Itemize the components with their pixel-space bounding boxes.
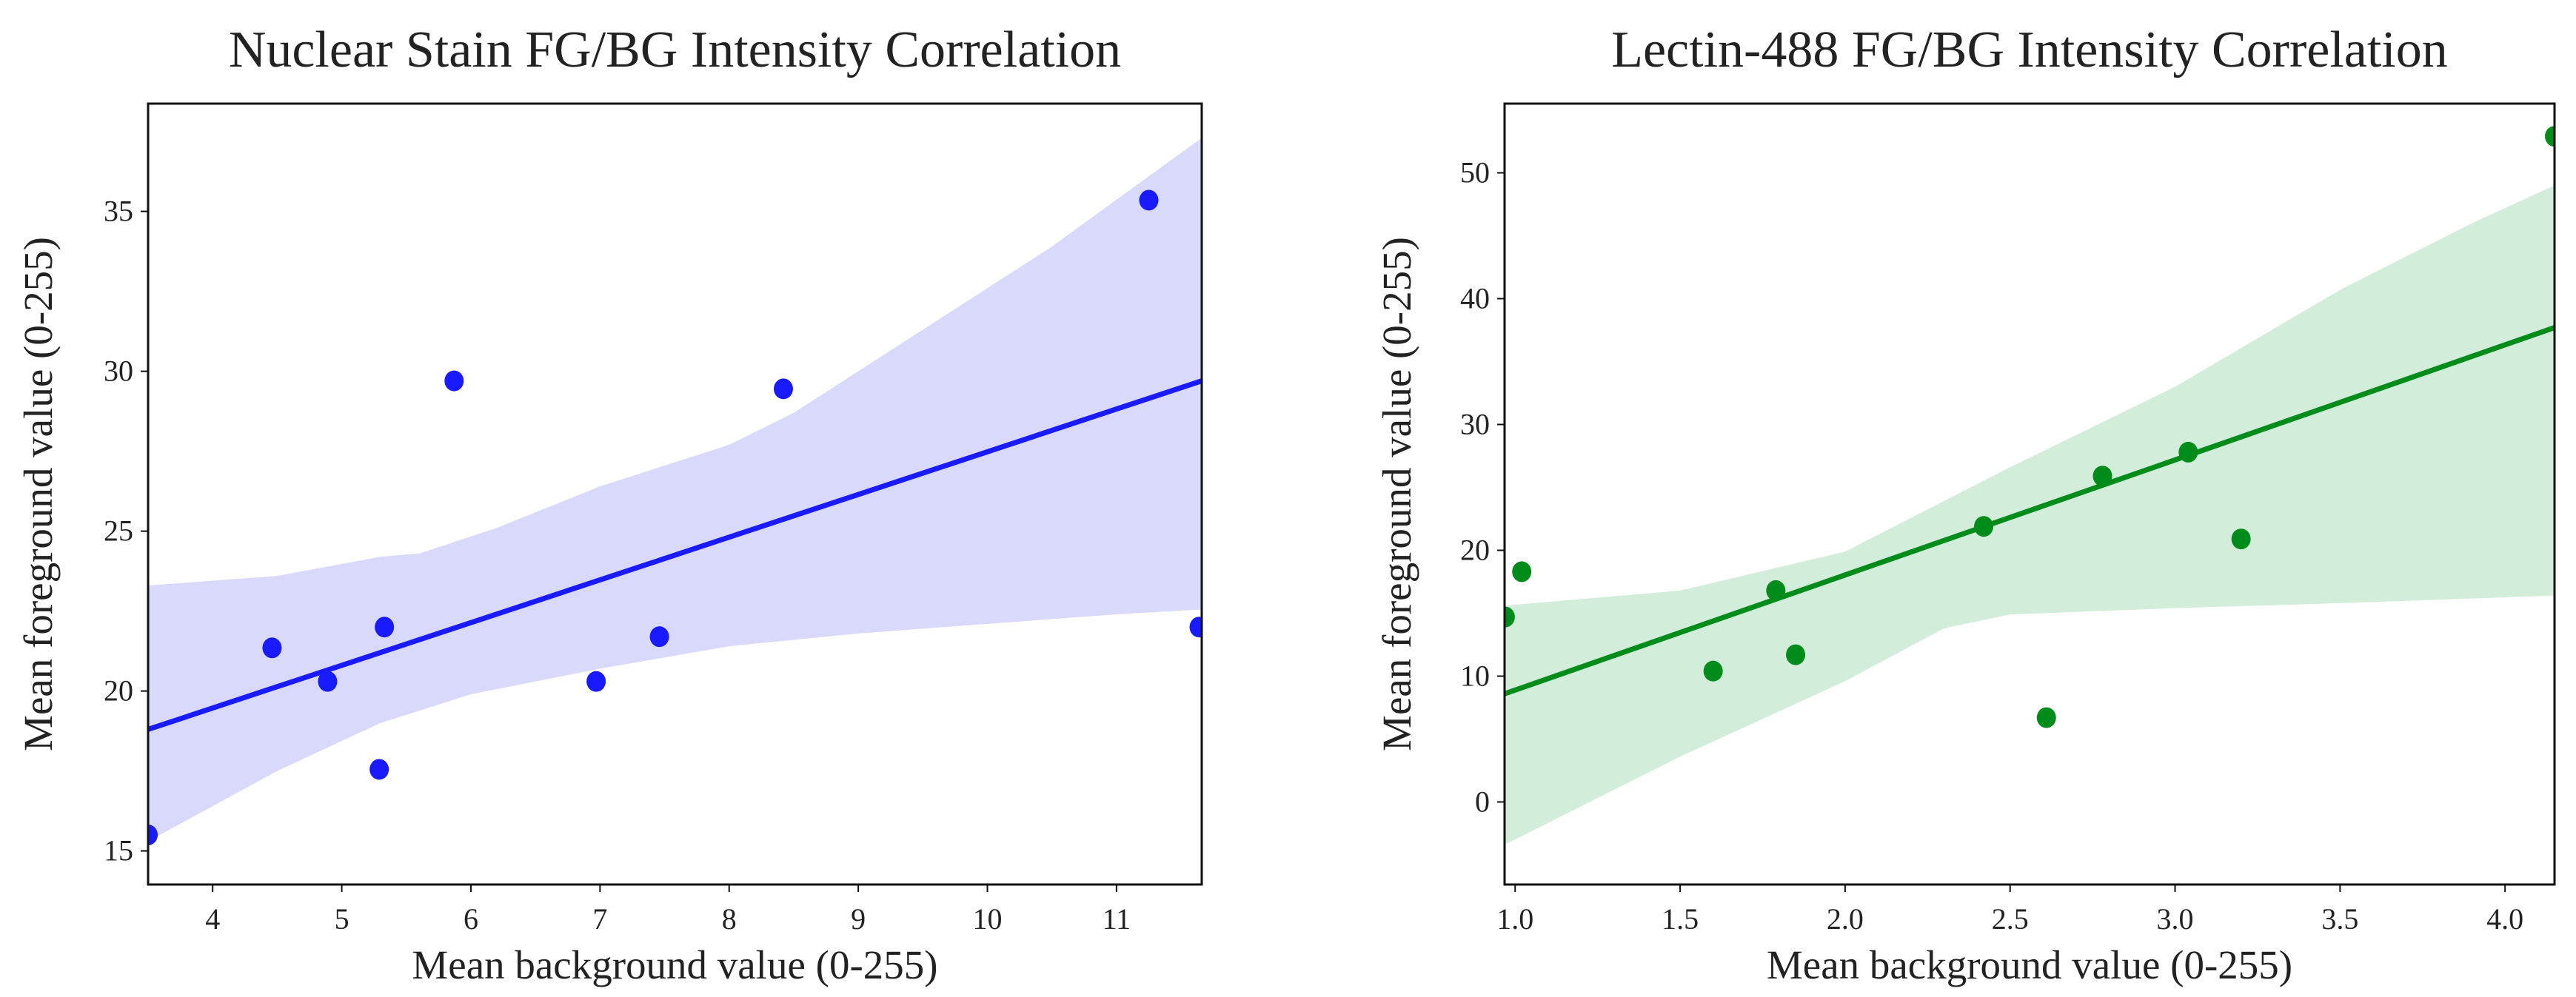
data-point bbox=[1139, 189, 1159, 211]
x-tick-label: 1.0 bbox=[1496, 902, 1533, 936]
x-tick-label: 11 bbox=[1103, 902, 1131, 936]
x-tick-label: 10 bbox=[973, 902, 1003, 936]
data-point bbox=[1703, 660, 1723, 682]
x-tick-label: 5 bbox=[335, 902, 349, 936]
x-tick-label: 4.0 bbox=[2486, 902, 2523, 936]
data-point bbox=[444, 370, 464, 392]
chart-title: Nuclear Stain FG/BG Intensity Correlatio… bbox=[229, 21, 1121, 78]
x-tick-label: 1.5 bbox=[1662, 902, 1699, 936]
data-point bbox=[1974, 516, 1994, 537]
y-tick-label: 25 bbox=[104, 514, 133, 548]
confidence-band bbox=[1505, 185, 2555, 845]
y-tick-label: 15 bbox=[104, 834, 133, 867]
data-point bbox=[773, 378, 793, 400]
y-tick-label: 0 bbox=[1475, 785, 1490, 818]
regression-line bbox=[1505, 325, 2555, 696]
data-point bbox=[586, 671, 606, 692]
x-tick-label: 3.0 bbox=[2157, 902, 2194, 936]
y-tick-label: 30 bbox=[1460, 407, 1490, 440]
chart-1: 4 5 6 7 8 9 10 11 15 20 25 30 35 Nuclear Stain FG/BG … bbox=[16, 21, 1203, 987]
x-tick-label: 2.0 bbox=[1827, 902, 1864, 936]
x-tick-label: 4 bbox=[205, 902, 220, 936]
data-point bbox=[369, 759, 389, 780]
y-tick-label: 40 bbox=[1460, 281, 1490, 315]
plot-area bbox=[1505, 126, 2555, 845]
axes-frame bbox=[147, 102, 1203, 886]
y-axis-label: Mean foreground value (0-255) bbox=[16, 237, 61, 751]
data-point bbox=[2036, 707, 2056, 728]
data-point bbox=[1766, 580, 1786, 601]
regression-line bbox=[148, 378, 1202, 732]
x-tick-label: 6 bbox=[464, 902, 478, 936]
data-point bbox=[262, 637, 282, 659]
y-tick-label: 20 bbox=[1460, 533, 1490, 566]
data-point bbox=[2231, 528, 2251, 550]
chart-title: Lectin-488 FG/BG Intensity Correlation bbox=[1611, 21, 2448, 78]
data-point bbox=[375, 617, 395, 638]
plot-area bbox=[148, 138, 1202, 846]
data-point bbox=[2178, 441, 2198, 463]
x-axis-label: Mean background value (0-255) bbox=[412, 942, 937, 987]
x-tick-label: 2.5 bbox=[1992, 902, 2029, 936]
data-point bbox=[1505, 606, 1515, 628]
y-tick-label: 30 bbox=[104, 355, 133, 388]
y-axis-label: Mean foreground value (0-255) bbox=[1374, 237, 1419, 751]
data-point bbox=[2545, 126, 2555, 147]
y-tick-label: 20 bbox=[104, 674, 133, 708]
data-point bbox=[1512, 561, 1532, 583]
data-point bbox=[148, 825, 158, 846]
data-point bbox=[649, 626, 669, 648]
data-point bbox=[1786, 644, 1806, 665]
x-tick-label: 9 bbox=[851, 902, 866, 936]
data-point bbox=[1189, 617, 1202, 638]
x-tick-label: 7 bbox=[592, 902, 607, 936]
x-tick-label: 3.5 bbox=[2321, 902, 2358, 936]
y-tick-label: 10 bbox=[1460, 659, 1490, 692]
x-tick-label: 8 bbox=[722, 902, 737, 936]
data-point bbox=[2092, 466, 2112, 487]
x-axis-label: Mean background value (0-255) bbox=[1767, 942, 2292, 987]
y-tick-label: 50 bbox=[1460, 155, 1490, 189]
y-tick-label: 35 bbox=[104, 195, 133, 228]
chart-2: 1.0 1.5 2.0 2.5 3.0 3.5 4.0 0 10 20 30 40 50 Lectin-4… bbox=[1374, 21, 2556, 987]
axes-frame bbox=[1503, 102, 2556, 886]
data-point bbox=[318, 671, 338, 692]
confidence-band bbox=[148, 138, 1202, 842]
